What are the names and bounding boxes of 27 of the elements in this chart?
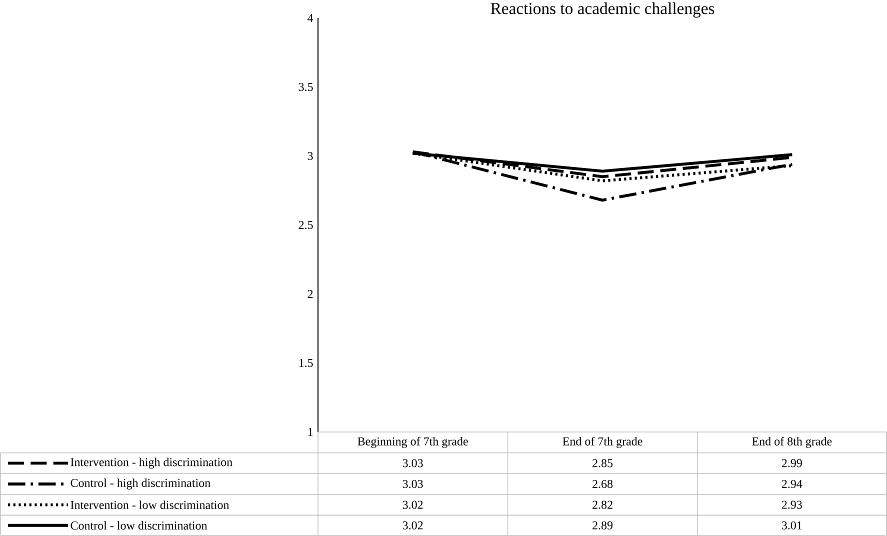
y-tick-label: 4 xyxy=(308,14,314,22)
legend-label: Intervention - low discrimination xyxy=(70,500,230,510)
data-label: 2.89 xyxy=(592,521,613,530)
legend-label: Control - low discrimination xyxy=(70,521,208,530)
data-label: 3.01 xyxy=(782,521,802,530)
data-label: 2.99 xyxy=(782,459,802,468)
y-tick-label: 3.5 xyxy=(298,82,313,92)
data-label: 3.02 xyxy=(402,521,423,530)
data-label: 3.02 xyxy=(402,500,423,509)
data-label: 3.03 xyxy=(402,459,423,468)
data-label: 2.93 xyxy=(782,500,802,509)
x-tick-label: End of 8th grade xyxy=(752,436,832,448)
x-tick-label: End of 7th grade xyxy=(562,436,642,448)
y-tick-label: 1 xyxy=(308,428,313,436)
data-label: 2.82 xyxy=(592,500,612,509)
chart-title: Reactions to academic challenges xyxy=(490,2,714,18)
y-tick-label: 1.5 xyxy=(299,358,313,368)
y-tick-label: 3 xyxy=(308,152,313,160)
data-label: 3.03 xyxy=(402,480,423,488)
data-label: 2.85 xyxy=(592,459,613,468)
y-tick-label: 2.5 xyxy=(298,220,313,230)
y-tick-label: 2 xyxy=(308,290,313,298)
data-label: 2.68 xyxy=(592,480,613,488)
legend-label: Control - high discrimination xyxy=(70,478,210,490)
legend-label: Intervention - high discrimination xyxy=(70,458,232,469)
x-tick-label: Beginning of 7th grade xyxy=(358,436,468,448)
data-label: 2.94 xyxy=(782,480,802,488)
